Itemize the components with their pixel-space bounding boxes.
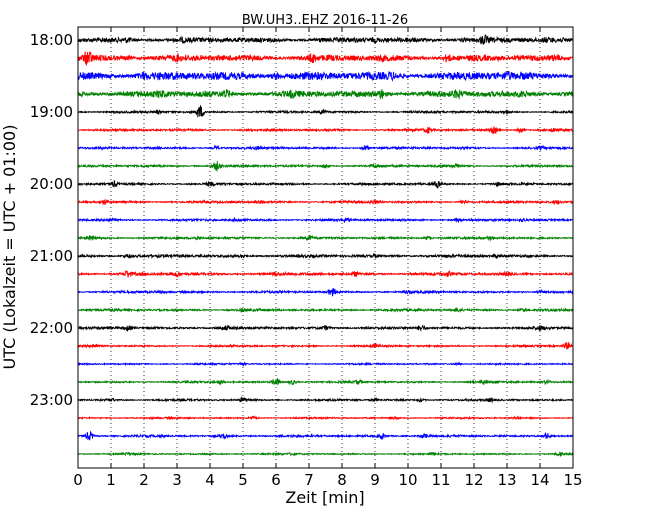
- trace-row: [77, 89, 574, 101]
- x-tick-label: 0: [73, 471, 83, 489]
- trace-group: [77, 34, 574, 458]
- y-tick-label: 20:00: [30, 175, 73, 193]
- trace-row: [77, 287, 574, 297]
- x-tick-label: 13: [497, 471, 516, 489]
- trace-row: [77, 377, 574, 386]
- plot-frame: [77, 26, 574, 469]
- x-tick-label: 2: [139, 471, 149, 489]
- trace-row: [77, 104, 574, 118]
- x-tick-label: 9: [370, 471, 380, 489]
- trace-row: [77, 324, 574, 333]
- grid-lines: [110, 27, 541, 468]
- y-tick-label: 22:00: [30, 319, 73, 337]
- trace-row: [77, 361, 574, 367]
- x-tick-label: 10: [398, 471, 417, 489]
- trace-row: [77, 126, 574, 135]
- y-tick-label: 18:00: [30, 31, 73, 49]
- trace-row: [77, 451, 574, 458]
- trace-row: [77, 34, 574, 45]
- x-tick-label: 7: [304, 471, 314, 489]
- trace-row: [77, 179, 574, 189]
- x-tick-label: 14: [530, 471, 549, 489]
- trace-row: [77, 430, 574, 441]
- trace-row: [77, 144, 574, 152]
- x-tick-label: 11: [431, 471, 450, 489]
- x-tick-label: 15: [563, 471, 582, 489]
- x-tick-label: 4: [205, 471, 215, 489]
- x-tick-label: 8: [337, 471, 347, 489]
- trace-row: [77, 216, 574, 224]
- trace-row: [77, 70, 574, 82]
- y-tick-label: 21:00: [30, 247, 73, 265]
- x-axis-label: Zeit [min]: [285, 488, 364, 507]
- trace-row: [77, 306, 574, 314]
- y-axis-ticks: 18:00 19:00 20:00 21:00 22:00 23:00: [30, 31, 573, 409]
- trace-row: [77, 270, 574, 278]
- x-tick-label: 6: [271, 471, 281, 489]
- trace-row: [77, 51, 574, 66]
- trace-row: [77, 252, 574, 260]
- y-axis-label: UTC (Lokalzeit = UTC + 01:00): [0, 125, 19, 370]
- x-tick-label: 1: [106, 471, 116, 489]
- trace-row: [77, 234, 574, 242]
- y-tick-label: 19:00: [30, 103, 73, 121]
- trace-row: [77, 198, 574, 206]
- chart-title: BW.UH3..EHZ 2016-11-26: [242, 13, 408, 28]
- x-tick-label: 12: [464, 471, 483, 489]
- y-tick-label: 23:00: [30, 391, 73, 409]
- trace-row: [77, 396, 574, 404]
- x-tick-label: 5: [238, 471, 248, 489]
- trace-row: [77, 341, 574, 350]
- trace-row: [77, 415, 574, 421]
- x-axis-ticks: 0 1 2 3 4 5 6 7 8 9 10 11 12 13 14 15: [73, 27, 583, 489]
- x-tick-label: 3: [172, 471, 182, 489]
- trace-row: [77, 161, 574, 173]
